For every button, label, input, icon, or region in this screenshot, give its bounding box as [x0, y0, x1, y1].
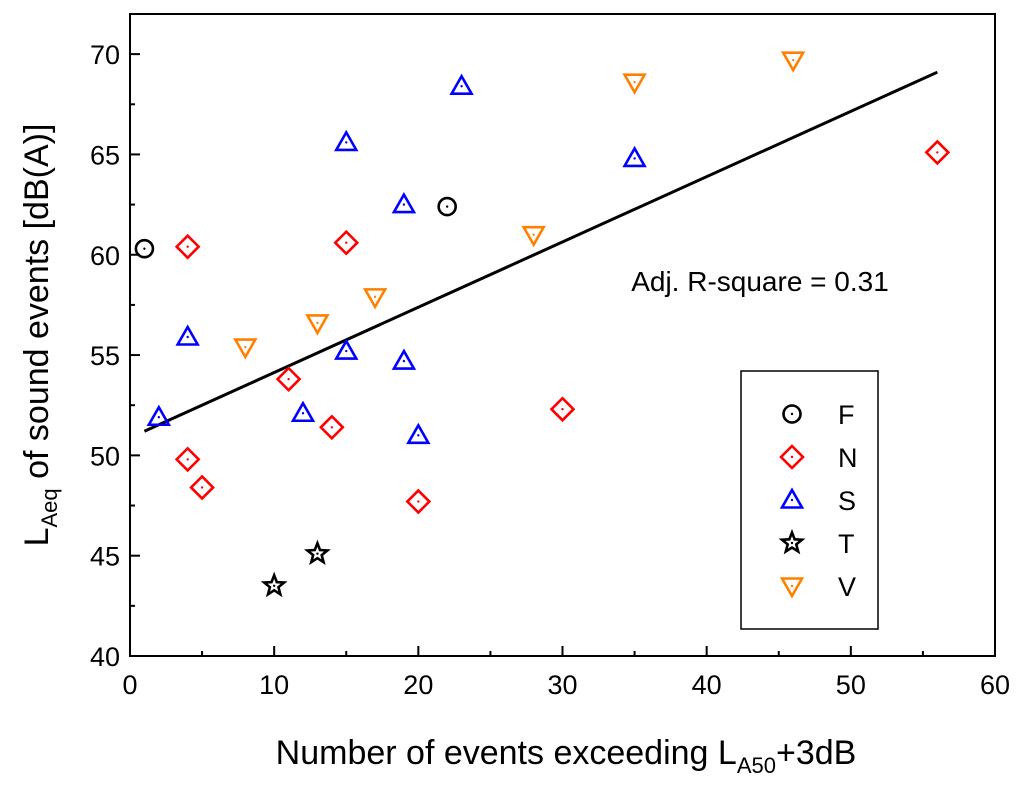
data-point-s — [391, 348, 417, 370]
data-point-s — [334, 338, 359, 360]
data-point-n — [405, 488, 432, 515]
data-point-t — [303, 539, 331, 566]
data-point-v — [622, 73, 647, 95]
legend-box — [740, 370, 879, 630]
legend-marker-v — [779, 577, 805, 599]
y-axis-title-suffix: of sound events [dB(A)] — [18, 124, 56, 489]
y-tick-label: 70 — [90, 40, 120, 70]
y-tick-label: 55 — [90, 341, 120, 371]
data-point-n — [924, 139, 951, 166]
data-point-s — [406, 422, 431, 445]
plot-area-frame — [129, 13, 996, 657]
data-point-s — [391, 191, 417, 214]
linear-fit-line — [143, 70, 938, 433]
y-tick-label: 60 — [90, 241, 120, 271]
data-point-s — [290, 400, 316, 423]
data-point-v — [521, 225, 546, 248]
data-point-s — [334, 129, 359, 152]
data-point-n — [174, 233, 201, 260]
data-points — [134, 51, 951, 598]
x-tick-label: 20 — [403, 670, 433, 700]
legend-marker-f — [782, 404, 802, 424]
y-tick-label: 45 — [90, 542, 120, 572]
x-tick-label: 50 — [836, 670, 866, 700]
data-point-s — [622, 145, 647, 168]
x-axis-title-main: Number of events exceeding L — [276, 734, 737, 772]
legend-marker-t — [778, 528, 806, 555]
data-point-t — [260, 571, 288, 598]
data-point-n — [275, 366, 302, 392]
data-point-n — [318, 414, 345, 441]
data-point-f — [437, 196, 457, 217]
x-tick-label: 60 — [980, 670, 1010, 700]
y-tick-label: 65 — [90, 140, 120, 170]
fit-line-group — [143, 70, 938, 433]
data-point-s — [146, 404, 172, 427]
legend-label-t: T — [838, 529, 855, 559]
x-axis-title-suffix: +3dB — [776, 734, 856, 772]
y-axis-title-main: L — [18, 528, 56, 547]
legend-label-f: F — [838, 400, 855, 430]
legend-label-v: V — [838, 572, 856, 602]
legend-label-n: N — [838, 443, 858, 473]
data-point-v — [780, 51, 806, 73]
data-point-v — [362, 288, 388, 310]
legend-marker-s — [779, 487, 805, 509]
x-tick-label: 0 — [122, 670, 137, 700]
y-tick-label: 40 — [90, 642, 120, 672]
legend-marker-n — [779, 444, 805, 470]
legend-label-s: S — [838, 486, 856, 516]
x-tick-label: 30 — [547, 670, 577, 700]
r-square-annotation: Adj. R-square = 0.31 — [631, 266, 889, 297]
data-point-s — [175, 324, 200, 346]
data-point-n — [333, 229, 360, 256]
x-axis-title: Number of events exceeding LA50+3dB — [276, 734, 857, 778]
data-point-n — [549, 396, 576, 423]
data-point-v — [233, 338, 258, 360]
data-point-f — [134, 238, 155, 259]
data-point-v — [305, 314, 330, 336]
data-point-n — [189, 474, 215, 501]
y-tick-label: 50 — [90, 441, 120, 471]
x-tick-label: 10 — [259, 670, 289, 700]
y-axis-title-sub: Aeq — [37, 488, 62, 527]
x-tick-label: 40 — [692, 670, 722, 700]
data-point-s — [449, 73, 474, 96]
data-point-n — [174, 446, 201, 473]
y-axis-title: LAeq of sound events [dB(A)] — [18, 124, 62, 547]
x-axis-title-sub: A50 — [737, 753, 776, 778]
